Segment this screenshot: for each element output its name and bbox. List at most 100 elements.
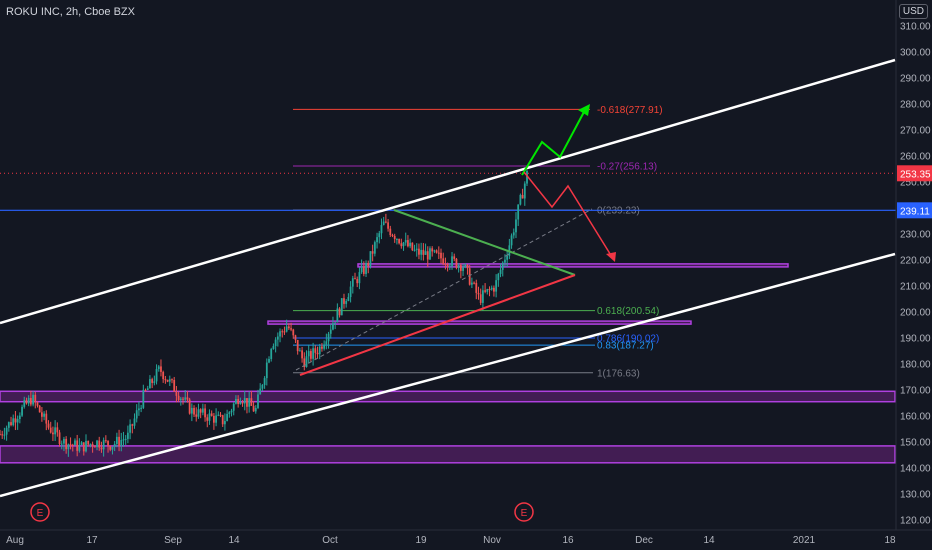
price-tags: 253.35 239.11 xyxy=(897,165,932,219)
price-channel[interactable] xyxy=(0,58,896,498)
candle-body xyxy=(426,251,429,260)
candle-body xyxy=(100,447,103,450)
candle-body xyxy=(221,415,224,425)
y-tick-label: 200.00 xyxy=(900,308,931,319)
candle-body xyxy=(380,225,383,234)
projection-down-path[interactable] xyxy=(523,171,613,258)
candle-body xyxy=(171,379,173,381)
candle-body xyxy=(34,394,37,403)
currency-button[interactable]: USD xyxy=(898,4,928,19)
candle-body xyxy=(36,402,39,406)
candle-body xyxy=(356,279,359,284)
x-tick-label: 14 xyxy=(703,535,715,546)
earnings-marker[interactable] xyxy=(514,502,534,522)
candle-body xyxy=(160,366,162,372)
candle-body xyxy=(435,250,438,253)
triangle-upper-line[interactable] xyxy=(393,209,576,276)
candle-body xyxy=(303,358,306,367)
x-tick-label: Aug xyxy=(6,535,24,546)
zone-box[interactable] xyxy=(357,263,789,268)
candle-body xyxy=(91,443,94,447)
candle-body xyxy=(473,282,475,284)
candle-body xyxy=(517,204,520,220)
chart-title: ROKU INC, 2h, Cboe BZX xyxy=(6,6,135,18)
y-tick-label: 230.00 xyxy=(900,230,931,241)
triangle-lower-line[interactable] xyxy=(299,274,576,376)
candle-body xyxy=(444,263,447,265)
candle-body xyxy=(151,379,154,383)
y-tick-label: 180.00 xyxy=(900,360,931,371)
candle-body xyxy=(446,264,449,267)
horizontal-lines[interactable] xyxy=(0,172,896,211)
candle-body xyxy=(400,243,403,247)
candle-body xyxy=(407,240,409,247)
candles xyxy=(0,170,528,457)
candle-body xyxy=(157,366,160,370)
candle-body xyxy=(402,242,405,247)
candle-body xyxy=(418,248,420,255)
price-tag-label: 253.35 xyxy=(900,169,931,180)
channel-lower-line[interactable] xyxy=(0,252,896,498)
projection-up-path[interactable] xyxy=(521,109,586,176)
candle-body xyxy=(314,348,317,353)
candle-body xyxy=(481,290,484,303)
candle-body xyxy=(60,443,63,445)
candle-body xyxy=(25,400,28,404)
time-axis[interactable]: Aug 17 Sep 14 Oct 19 Nov 16 Dec 14 2021 18 xyxy=(0,529,932,546)
candle-body xyxy=(129,424,131,433)
candle-body xyxy=(175,391,178,396)
candle-body xyxy=(193,407,195,415)
candle-body xyxy=(212,415,215,423)
candle-body xyxy=(340,298,343,316)
candle-body xyxy=(18,415,21,420)
candle-body xyxy=(316,352,319,355)
candle-body xyxy=(80,442,83,445)
earnings-marker[interactable] xyxy=(30,502,50,522)
candle-body xyxy=(166,379,169,382)
candle-body xyxy=(252,405,255,412)
candle-body xyxy=(506,255,509,260)
candle-body xyxy=(243,398,246,404)
candle-body xyxy=(270,348,273,360)
candle-body xyxy=(96,440,98,448)
candle-body xyxy=(177,395,180,400)
candle-body xyxy=(475,282,478,293)
zone-box[interactable] xyxy=(0,390,896,403)
price-axis[interactable]: 120.00 130.00 140.00 150.00 160.00 170.00 180.… xyxy=(895,0,931,530)
candle-body xyxy=(52,432,54,435)
zone-box[interactable] xyxy=(267,320,692,325)
y-tick-label: 170.00 xyxy=(900,386,931,397)
candle-body xyxy=(493,287,495,292)
candle-body xyxy=(486,289,489,292)
candle-body xyxy=(409,242,412,247)
candle-body xyxy=(351,278,354,287)
candle-body xyxy=(144,389,147,391)
y-tick-label: 140.00 xyxy=(900,464,931,475)
candle-body xyxy=(349,286,352,298)
candle-body xyxy=(362,266,365,274)
candle-body xyxy=(433,250,436,252)
channel-upper-line[interactable] xyxy=(0,58,896,325)
candle-body xyxy=(149,379,151,389)
candle-body xyxy=(329,329,332,334)
zone-box[interactable] xyxy=(0,445,896,464)
candle-body xyxy=(168,379,171,382)
candle-body xyxy=(120,439,123,446)
drawings[interactable] xyxy=(295,104,616,376)
candle-body xyxy=(210,413,213,416)
candle-body xyxy=(107,440,109,446)
candle-body xyxy=(239,402,242,404)
y-tick-label: 190.00 xyxy=(900,334,931,345)
candle-body xyxy=(294,335,297,340)
candle-body xyxy=(49,427,52,433)
candle-body xyxy=(71,444,74,446)
x-tick-label: 18 xyxy=(884,535,896,546)
candle-body xyxy=(259,388,262,395)
trend-line-dashed[interactable] xyxy=(295,208,593,371)
candle-body xyxy=(347,297,350,302)
candle-body xyxy=(287,326,290,329)
candle-body xyxy=(133,418,136,426)
fib-level-label: 0.786(190.02) xyxy=(597,333,659,344)
